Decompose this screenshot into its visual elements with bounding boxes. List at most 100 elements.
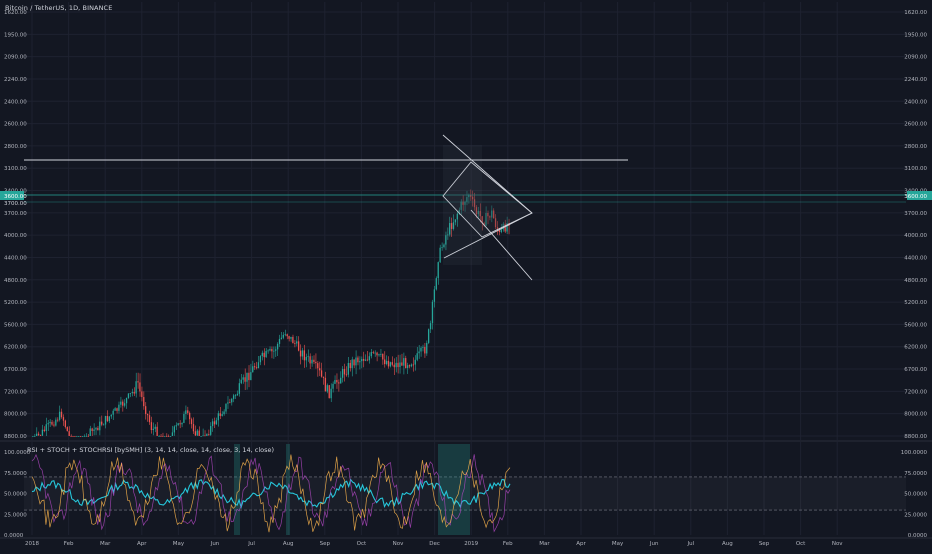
- candle-body: [122, 401, 124, 406]
- candle-body: [276, 343, 279, 350]
- x-tick-label: Jul: [686, 541, 694, 547]
- candle-body: [424, 346, 426, 354]
- candle-body: [208, 434, 210, 435]
- candle-body: [447, 234, 449, 236]
- candle-body: [416, 353, 418, 360]
- candle-body: [466, 197, 468, 202]
- candle-body: [313, 359, 315, 362]
- candle-body: [297, 341, 300, 351]
- candle-body: [194, 431, 197, 436]
- y-tick-label-right: 4400.00: [904, 255, 927, 261]
- candle-body: [210, 426, 212, 435]
- candle-body: [257, 362, 260, 369]
- candle-body: [57, 419, 59, 421]
- candle-body: [244, 377, 246, 382]
- candle-body: [347, 362, 349, 375]
- candle-body: [41, 429, 44, 436]
- current-price-label-bg-left: [0, 191, 24, 200]
- fan-line-extension: [470, 209, 533, 281]
- candle-body: [357, 357, 359, 363]
- x-tick-label: Oct: [796, 541, 806, 547]
- candle-body: [326, 385, 328, 392]
- y-tick-label-left: 8800.00: [4, 434, 27, 440]
- candle-body: [485, 212, 487, 226]
- x-tick-label: Jun: [649, 541, 659, 547]
- candle-body: [376, 352, 378, 356]
- candle-body: [282, 334, 284, 338]
- candle-body: [387, 360, 390, 367]
- candle-body: [137, 381, 139, 383]
- candle-body: [349, 362, 351, 369]
- candle-body: [368, 356, 371, 361]
- y-tick-label-right: 2400.00: [904, 99, 927, 105]
- x-tick-label: Nov: [832, 541, 843, 547]
- y-tick-label-left: 6200.00: [4, 345, 27, 351]
- candle-body: [401, 362, 403, 366]
- x-tick-label: Dec: [429, 541, 440, 547]
- candle-body: [232, 395, 235, 399]
- candle-body: [74, 436, 76, 437]
- candle-body: [261, 352, 263, 357]
- fan-line-upper: [442, 134, 533, 214]
- indicator-title: RSI + STOCH + STOCHRSI [bySMH] (3, 14, 1…: [27, 446, 275, 454]
- candle-body: [39, 435, 42, 436]
- shaded-region: [443, 145, 482, 265]
- candle-body: [34, 436, 36, 437]
- candle-body: [125, 398, 128, 404]
- candle-body: [462, 201, 464, 205]
- candle-body: [464, 201, 466, 205]
- candle-body: [319, 368, 321, 371]
- candle-body: [139, 382, 141, 392]
- candle-body: [496, 227, 499, 231]
- y-tick-label-right: 7200.00: [904, 389, 927, 395]
- candle-body: [99, 421, 101, 431]
- candle-body: [236, 393, 239, 396]
- candles: [32, 189, 510, 437]
- x-tick-label: Mar: [100, 541, 111, 547]
- candle-body: [158, 436, 160, 437]
- candle-body: [427, 329, 430, 343]
- y-tick-label-right: 2240.00: [904, 77, 927, 83]
- candle-body: [475, 207, 478, 215]
- y-tick-label-right: 2800.00: [904, 144, 927, 150]
- candle-body: [263, 352, 265, 358]
- candle-body: [500, 229, 502, 232]
- candle-body: [206, 434, 208, 436]
- candle-body: [364, 359, 367, 361]
- candle-body: [129, 393, 132, 394]
- candle-body: [412, 364, 414, 366]
- y-tick-label-right: 4800.00: [904, 278, 927, 284]
- candle-body: [273, 350, 275, 352]
- candle-body: [37, 433, 40, 436]
- candle-body: [45, 424, 47, 432]
- candle-body: [62, 417, 65, 421]
- candle-body: [58, 411, 61, 420]
- y-tick-label-right: 3100.00: [904, 166, 927, 172]
- candle-body: [114, 408, 116, 411]
- y-tick-label-right: 2600.00: [904, 122, 927, 128]
- candle-body: [95, 427, 97, 430]
- candle-body: [181, 422, 183, 425]
- candle-body: [452, 222, 455, 229]
- candle-body: [253, 366, 256, 368]
- candle-body: [55, 419, 57, 426]
- candle-body: [320, 370, 323, 377]
- candle-body: [160, 436, 162, 437]
- candle-body: [198, 430, 200, 436]
- candle-body: [97, 427, 99, 431]
- candle-body: [406, 365, 409, 369]
- candle-body: [397, 362, 399, 368]
- candle-body: [231, 398, 233, 403]
- candle-body: [470, 194, 472, 197]
- candle-body: [269, 349, 271, 351]
- candle-body: [305, 356, 307, 361]
- candle-body: [145, 406, 147, 414]
- candle-body: [487, 212, 489, 217]
- candle-body: [450, 223, 453, 229]
- candle-body: [408, 365, 411, 367]
- candle-body: [175, 425, 177, 427]
- y-tick-label-right: 1620.00: [904, 10, 927, 16]
- y-tick-label-left: 8000.00: [4, 412, 27, 418]
- candle-body: [246, 372, 248, 382]
